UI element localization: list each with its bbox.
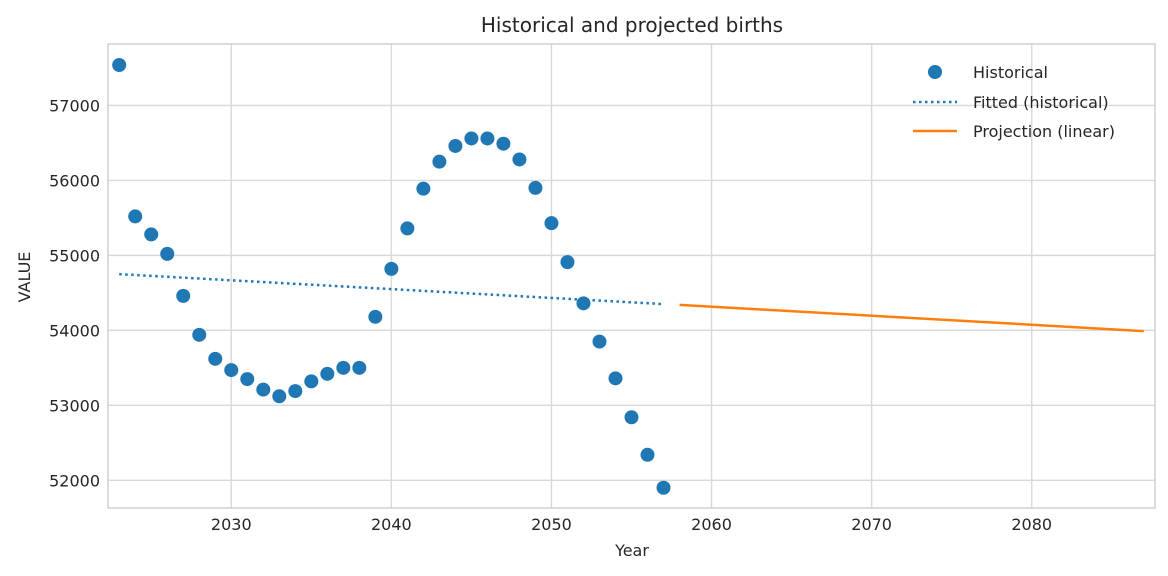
historical-point: [656, 480, 671, 495]
historical-point: [256, 382, 271, 397]
historical-point: [144, 227, 159, 242]
historical-point: [400, 221, 415, 236]
historical-point: [336, 360, 351, 375]
historical-point: [320, 366, 335, 381]
legend-marker-historical: [928, 65, 942, 79]
historical-point: [304, 374, 319, 389]
historical-point: [576, 296, 591, 311]
historical-point: [608, 371, 623, 386]
grid: [108, 44, 1155, 508]
fitted-historical-line: [119, 272, 664, 306]
historical-point: [384, 261, 399, 276]
historical-point: [176, 288, 191, 303]
historical-point: [416, 181, 431, 196]
x-tick-label: 2030: [211, 515, 252, 534]
historical-point: [624, 410, 639, 425]
historical-point: [288, 384, 303, 399]
tick-labels: 2030 2040 2050 2060 2070 2080 52000 53000 54000 5…: [49, 96, 1052, 534]
legend-label-historical: Historical: [973, 63, 1048, 82]
x-tick-label: 2070: [851, 515, 892, 534]
historical-point: [240, 372, 255, 387]
y-tick-label: 56000: [49, 171, 100, 190]
historical-point: [528, 180, 543, 195]
historical-point: [512, 152, 527, 167]
x-tick-label: 2080: [1011, 515, 1052, 534]
y-tick-label: 57000: [49, 96, 100, 115]
historical-point: [272, 389, 287, 404]
historical-point: [560, 255, 575, 270]
historical-point: [432, 154, 447, 169]
legend: Historical Fitted (historical) Projectio…: [913, 63, 1115, 141]
historical-point: [128, 209, 143, 224]
historical-point: [160, 246, 175, 261]
y-tick-label: 53000: [49, 396, 100, 415]
historical-point: [208, 351, 223, 366]
historical-point: [448, 138, 463, 153]
historical-point: [464, 131, 479, 146]
projection-linear-line: [679, 303, 1144, 333]
historical-point: [112, 57, 127, 72]
historical-point: [224, 363, 239, 378]
legend-label-fitted: Fitted (historical): [973, 93, 1109, 112]
y-axis-label: VALUE: [15, 252, 34, 303]
x-tick-label: 2050: [531, 515, 572, 534]
historical-point: [496, 136, 511, 151]
historical-point: [192, 327, 207, 342]
x-axis-label: Year: [614, 541, 649, 560]
historical-point: [368, 309, 383, 324]
x-tick-label: 2060: [691, 515, 732, 534]
y-tick-label: 55000: [49, 246, 100, 265]
plot-frame: [107, 43, 1156, 509]
historical-point: [480, 131, 495, 146]
y-tick-label: 54000: [49, 321, 100, 340]
series-layer: [112, 57, 1144, 495]
y-tick-label: 52000: [49, 471, 100, 490]
historical-point: [544, 216, 559, 231]
historical-point: [592, 334, 607, 349]
x-tick-label: 2040: [371, 515, 412, 534]
historical-point: [352, 360, 367, 375]
historical-point: [640, 447, 655, 462]
legend-label-projection: Projection (linear): [973, 122, 1115, 141]
chart-title: Historical and projected births: [481, 13, 783, 37]
